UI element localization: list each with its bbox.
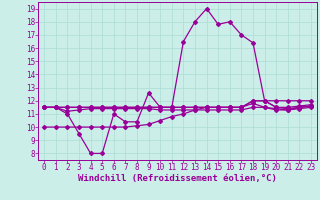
X-axis label: Windchill (Refroidissement éolien,°C): Windchill (Refroidissement éolien,°C) (78, 174, 277, 183)
